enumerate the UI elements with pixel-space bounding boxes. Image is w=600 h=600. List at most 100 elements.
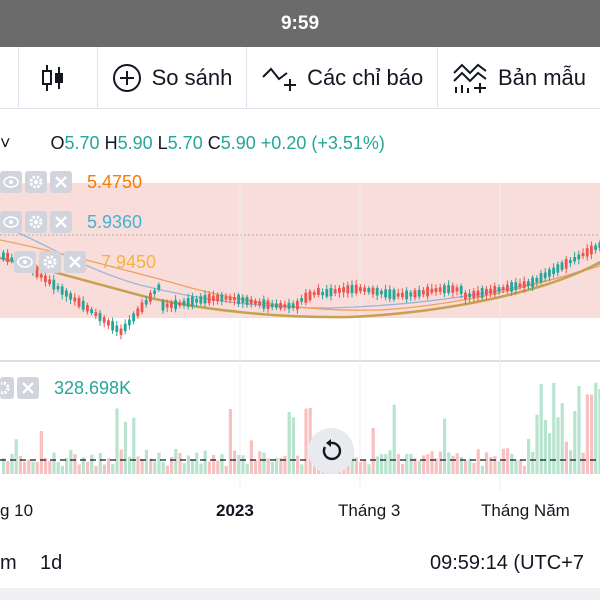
candle (279, 303, 282, 309)
candle (233, 297, 236, 301)
candle (182, 300, 186, 306)
candle (283, 304, 287, 308)
volume-bar (170, 457, 174, 474)
candle (375, 288, 379, 296)
candle-type-button[interactable] (19, 47, 97, 109)
candle (409, 292, 413, 297)
volume-bar (291, 417, 295, 474)
candle (174, 300, 177, 310)
volume-bar (485, 452, 489, 474)
candle (144, 299, 148, 305)
candle (52, 279, 56, 290)
volume-bar (577, 386, 581, 474)
volume-bar (371, 427, 375, 474)
volume-bar (287, 412, 291, 474)
volume-bar (186, 455, 190, 474)
compare-button[interactable]: So sánh (98, 47, 247, 109)
volume-bar (472, 462, 476, 474)
gear-icon[interactable] (25, 171, 47, 193)
volume-bar (564, 441, 568, 474)
volume-bar (178, 452, 182, 474)
candle (338, 288, 341, 293)
volume-bar (191, 459, 195, 474)
volume-bar (359, 461, 363, 474)
candle (35, 268, 39, 278)
candle (296, 300, 299, 310)
volume-bar (443, 418, 447, 474)
templates-button[interactable]: Bản mẫu (438, 47, 600, 109)
volume-bar (174, 448, 178, 474)
candle (115, 325, 119, 333)
eye-icon[interactable] (0, 171, 22, 193)
volume-bar (266, 458, 270, 474)
volume-bar (275, 457, 279, 474)
high-value: 5.90 (117, 133, 153, 153)
price-chart[interactable] (0, 110, 600, 530)
low-value: 5.70 (167, 133, 203, 153)
candle (98, 312, 102, 322)
clock-timezone[interactable]: 09:59:14 (UTC+7 (430, 552, 584, 574)
gear-icon[interactable] (25, 211, 47, 233)
volume-bar (426, 454, 430, 474)
candle (220, 294, 224, 302)
volume-bar (69, 449, 73, 474)
candle (325, 289, 329, 297)
volume-bar (6, 460, 10, 474)
volume-bar (132, 417, 136, 474)
collapse-chevron-icon[interactable]: ˅ (0, 133, 11, 153)
volume-bar (140, 458, 144, 474)
close-icon[interactable] (50, 171, 72, 193)
gear-icon[interactable] (0, 377, 14, 399)
indicator-value-3: 7.9450 (101, 251, 157, 272)
volume-bar (111, 463, 115, 474)
eye-icon[interactable] (0, 211, 22, 233)
volume-bar (161, 461, 165, 474)
volume-bar (81, 457, 85, 474)
volume-bar (396, 454, 400, 474)
candle (417, 289, 421, 297)
interval-button[interactable]: 1d (40, 552, 63, 574)
candle (291, 303, 295, 308)
candle (191, 296, 194, 307)
reset-chart-button[interactable] (308, 428, 354, 474)
candle (552, 267, 555, 274)
volume-bar (585, 394, 589, 474)
candle (531, 277, 534, 288)
candle (451, 285, 455, 293)
candle (363, 287, 366, 292)
gear-icon[interactable] (39, 251, 61, 273)
candle (367, 288, 371, 293)
eye-icon[interactable] (14, 251, 36, 273)
volume-bar (451, 455, 455, 474)
volume-bar (14, 439, 18, 474)
time-axis: g 10 2023 Tháng 3 Tháng Năm (0, 498, 600, 526)
candle (434, 288, 438, 292)
volume-bar (90, 454, 94, 474)
candle (535, 278, 539, 283)
range-button[interactable]: m (0, 552, 17, 574)
candle (426, 286, 429, 297)
low-key: L (157, 133, 168, 153)
change-value: +0.20 (+3.51%) (260, 133, 385, 153)
close-icon[interactable] (50, 211, 72, 233)
ohlc-legend: ˅ O5.70 H5.90 L5.70 C5.90 +0.20 (+3.51%) (0, 133, 385, 154)
close-icon[interactable] (17, 377, 39, 399)
close-icon[interactable] (64, 251, 86, 273)
volume-bar (119, 449, 123, 474)
volume-bar (233, 450, 237, 474)
volume-bar (65, 457, 69, 474)
candle (102, 317, 106, 323)
time-label: Tháng 3 (338, 501, 401, 520)
candle (333, 289, 337, 294)
volume-bar (94, 465, 98, 474)
indicators-label: Các chỉ báo (307, 64, 424, 90)
volume-bar (430, 451, 434, 474)
candle (384, 289, 387, 298)
volume-bar (195, 452, 199, 474)
candle (556, 264, 560, 273)
volume-bar (279, 457, 283, 474)
indicators-button[interactable]: Các chỉ báo (247, 47, 437, 109)
volume-bar (590, 394, 594, 474)
volume-bar (384, 454, 388, 474)
volume-bar (56, 462, 60, 474)
